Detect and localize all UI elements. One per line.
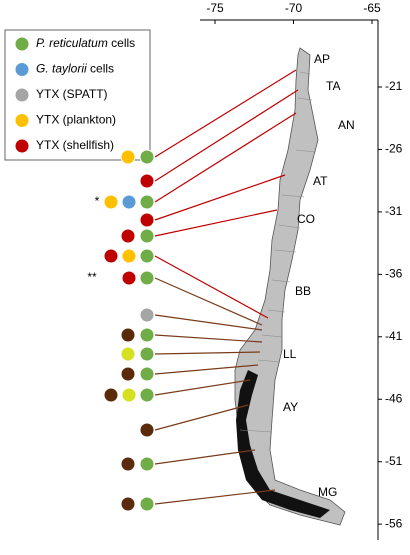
- chile-map: [234, 47, 346, 526]
- region-label: AT: [313, 174, 328, 188]
- legend-swatch: [14, 138, 30, 154]
- region-label: BB: [295, 284, 311, 298]
- y-tick-label: -56: [385, 516, 403, 530]
- y-tick-label: -21: [385, 79, 403, 93]
- legend-text: cells: [111, 36, 135, 50]
- y-tick-label: -51: [385, 454, 403, 468]
- region-label: AP: [314, 52, 330, 66]
- legend-swatch: [14, 62, 30, 77]
- legend-italic: G. taylorii: [36, 62, 87, 76]
- y-tick-label: -31: [385, 204, 403, 218]
- sample-dots: [103, 149, 155, 512]
- region-borders: [239, 71, 317, 433]
- legend-text: YTX (plankton): [36, 113, 116, 127]
- legend-swatch: [14, 87, 30, 103]
- region-label: AY: [283, 400, 298, 414]
- legend-label: YTX (shellfish): [36, 138, 114, 152]
- legend-label: YTX (plankton): [36, 113, 116, 127]
- legend-swatch: [14, 36, 30, 52]
- region-label: CO: [297, 212, 315, 226]
- y-tick-label: -36: [385, 267, 403, 281]
- significance-mark: **: [87, 270, 97, 284]
- x-tick-label: -70: [285, 1, 303, 15]
- legend-text: cells: [90, 62, 114, 76]
- southern-islands: [236, 370, 330, 518]
- legend-text: YTX (shellfish): [36, 138, 114, 152]
- legend-text: YTX (SPATT): [36, 87, 108, 101]
- x-tick-label: -75: [206, 1, 224, 15]
- arrows-brown: [154, 277, 276, 505]
- legend-swatch: [14, 113, 30, 128]
- legend-label: YTX (SPATT): [36, 87, 108, 101]
- y-tick-label: -46: [385, 391, 403, 405]
- x-tick-label: -65: [363, 1, 381, 15]
- legend-italic: P. reticulatum: [36, 36, 108, 50]
- significance-mark: *: [95, 194, 100, 208]
- arrows-red: [154, 69, 299, 319]
- region-label: MG: [318, 485, 337, 499]
- region-label: LL: [283, 347, 297, 361]
- legend-label: G. taylorii cells: [36, 62, 114, 76]
- legend-label: P. reticulatum cells: [36, 36, 135, 50]
- y-tick-label: -41: [385, 329, 403, 343]
- region-label: AN: [338, 118, 355, 132]
- region-label: TA: [326, 79, 340, 93]
- y-tick-label: -26: [385, 142, 403, 156]
